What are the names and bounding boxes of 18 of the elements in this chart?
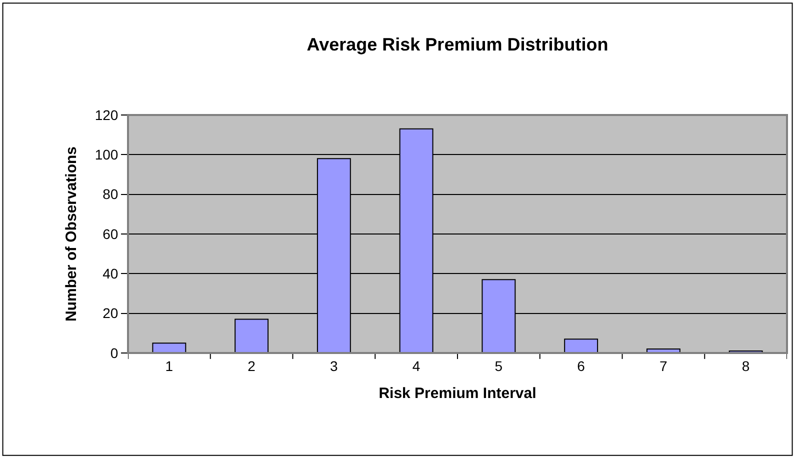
x-tick-label: 4 — [412, 358, 420, 374]
x-axis-title: Risk Premium Interval — [378, 384, 536, 402]
x-tick-label: 2 — [248, 358, 256, 374]
x-tick-label: 7 — [660, 358, 668, 374]
x-tick-label: 6 — [577, 358, 586, 374]
x-tick-label: 8 — [742, 358, 750, 374]
y-axis-title: Number of Observations — [63, 146, 80, 322]
y-tick-label: 40 — [102, 266, 118, 282]
y-tick-label: 100 — [94, 146, 118, 163]
y-tick-label: 120 — [94, 106, 118, 123]
x-tick-label: 3 — [330, 358, 338, 374]
x-tick-label: 1 — [165, 358, 174, 374]
x-tick-label: 5 — [494, 358, 503, 374]
y-tick-label: 80 — [102, 186, 118, 202]
y-tick-label: 20 — [102, 305, 118, 322]
y-tick-label: 0 — [110, 344, 118, 361]
y-tick-label: 60 — [102, 226, 118, 242]
chart-title: Average Risk Premium Distribution — [306, 34, 608, 54]
